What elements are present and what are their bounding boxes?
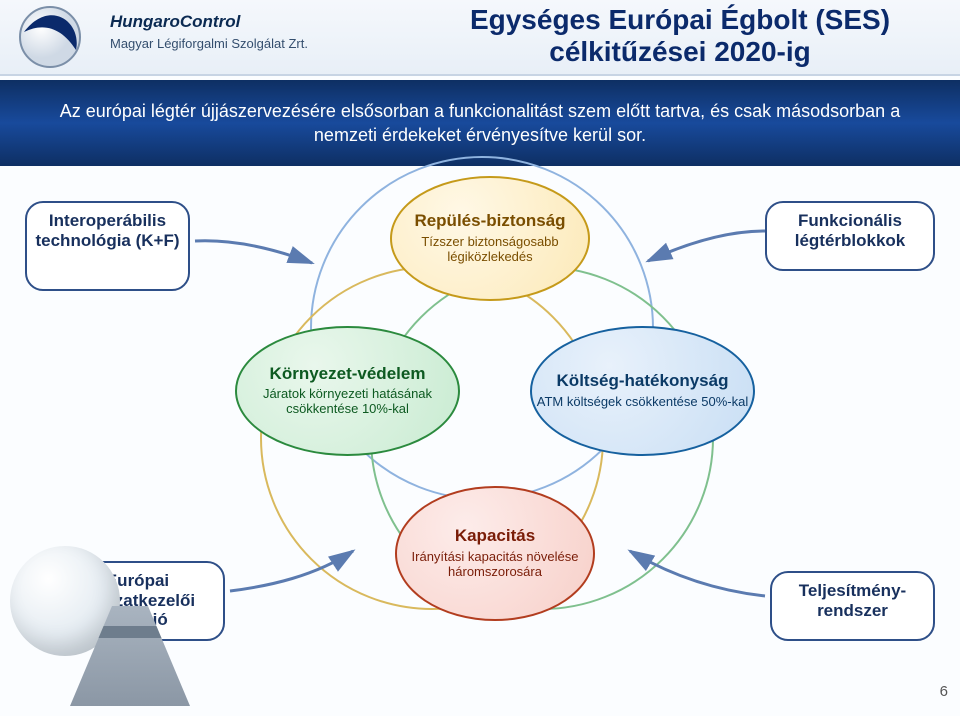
- arrow-funcblocks-to-center: [640, 216, 770, 276]
- ellipse-cap-sub: Irányítási kapacitás növelése háromszoro…: [397, 550, 593, 580]
- header: HungaroControl Magyar Légiforgalmi Szolg…: [0, 0, 960, 76]
- title-line-1: Egységes Európai Égbolt (SES): [470, 4, 890, 35]
- box-funcblocks: Funkcionális légtérblokkok: [765, 201, 935, 271]
- ellipse-cap-title: Kapacitás: [455, 527, 535, 546]
- title-line-2: célkitűzései 2020-ig: [549, 36, 810, 67]
- box-interop-title: Interoperábilis technológia (K+F): [33, 211, 182, 250]
- radar-tower-image: [0, 536, 200, 706]
- diagram-stage: Interoperábilis technológia (K+F) Funkci…: [0, 166, 960, 706]
- ellipse-safety: Repülés-biztonság Tízszer biztonságosabb…: [390, 176, 590, 301]
- page-title: Egységes Európai Égbolt (SES) célkitűzés…: [430, 4, 930, 68]
- ellipse-cap: Kapacitás Irányítási kapacitás növelése …: [395, 486, 595, 621]
- ellipse-env-title: Környezet-védelem: [270, 365, 426, 384]
- ellipse-cost-sub: ATM költségek csökkentése 50%-kal: [537, 395, 748, 410]
- ellipse-cost-title: Költség-hatékonyság: [557, 372, 729, 391]
- arrow-interop-to-center: [190, 221, 320, 281]
- box-interop: Interoperábilis technológia (K+F): [25, 201, 190, 291]
- box-funcblocks-title: Funkcionális légtérblokkok: [773, 211, 927, 250]
- ellipse-env-sub: Járatok környezeti hatásának csökkentése…: [237, 387, 458, 417]
- box-perf-title: Teljesítmény-rendszer: [778, 581, 927, 620]
- box-perf: Teljesítmény-rendszer: [770, 571, 935, 641]
- page-number: 6: [940, 683, 948, 700]
- subtitle-text: Az európai légtér újjászervezésére elsős…: [40, 99, 920, 148]
- subtitle-bar: Az európai légtér újjászervezésére elsős…: [0, 80, 960, 166]
- brand-subtitle: Magyar Légiforgalmi Szolgálat Zrt.: [110, 36, 308, 51]
- ellipse-env: Környezet-védelem Járatok környezeti hat…: [235, 326, 460, 456]
- ellipse-safety-title: Repülés-biztonság: [414, 212, 565, 231]
- brand-name: HungaroControl: [110, 12, 240, 32]
- ellipse-safety-sub: Tízszer biztonságosabb légiközlekedés: [392, 235, 588, 265]
- ellipse-cost: Költség-hatékonyság ATM költségek csökke…: [530, 326, 755, 456]
- brand-logo: [10, 4, 98, 70]
